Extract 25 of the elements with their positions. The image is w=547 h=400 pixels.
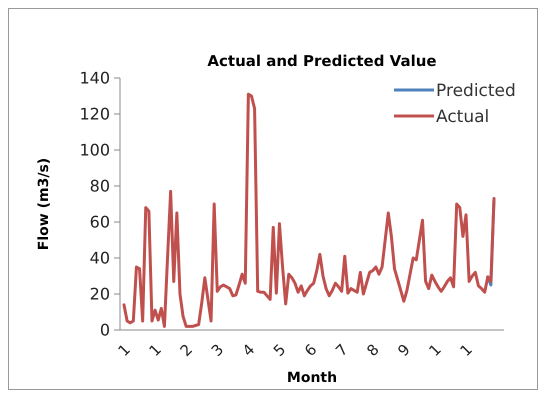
x-tick-label: 1 [425, 340, 445, 360]
x-tick-label: 2 [176, 340, 196, 360]
chart-title: Actual and Predicted Value [207, 52, 437, 70]
y-tick-label: 0 [100, 320, 110, 340]
x-tick-label: 4 [238, 340, 258, 360]
y-tick-label: 40 [90, 248, 110, 268]
x-axis-title: Month [286, 370, 338, 386]
y-tick-label: 20 [90, 284, 110, 304]
y-tick-label: 120 [79, 104, 110, 124]
y-tick-label: 80 [90, 176, 110, 196]
legend-label: Predicted [436, 80, 516, 101]
y-axis-title: Flow (m3/s) [36, 158, 52, 250]
x-tick-label: 9 [394, 340, 414, 360]
x-tick-label: 6 [300, 340, 320, 360]
y-tick-label: 140 [79, 68, 110, 88]
x-tick-label: 5 [270, 340, 290, 360]
x-tick-label: 1 [114, 340, 134, 360]
x-tick-label: 1 [146, 340, 166, 360]
y-tick-label: 100 [79, 140, 110, 160]
y-tick-label: 60 [90, 212, 110, 232]
x-tick-label: 8 [363, 340, 383, 360]
legend-label: Actual [436, 106, 490, 127]
x-tick-label: 3 [208, 340, 228, 360]
x-tick-label: 7 [332, 340, 352, 360]
x-tick-label: 1 [456, 340, 476, 360]
